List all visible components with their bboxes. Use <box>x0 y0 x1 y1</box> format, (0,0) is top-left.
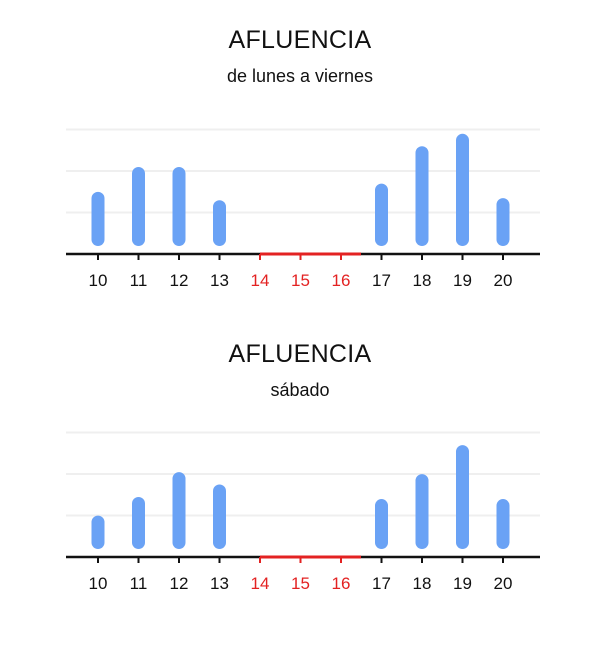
bar-10 <box>91 515 105 549</box>
bar-13 <box>213 484 226 549</box>
bar-17 <box>375 499 388 549</box>
tick-label-15: 15 <box>291 574 310 593</box>
tick-label-17: 17 <box>372 574 391 593</box>
tick-label-14: 14 <box>251 574 270 593</box>
tick-label-11: 11 <box>130 574 148 593</box>
bar-11 <box>132 496 145 549</box>
tick-label-20: 20 <box>494 271 513 290</box>
tick-label-12: 12 <box>170 271 189 290</box>
tick-label-16: 16 <box>332 574 351 593</box>
tick-label-13: 13 <box>210 271 229 290</box>
tick-label-12: 12 <box>170 574 189 593</box>
chart-title: AFLUENCIA <box>228 26 372 54</box>
tick-label-20: 20 <box>494 574 513 593</box>
bar-20 <box>496 499 510 549</box>
tick-label-10: 10 <box>89 271 108 290</box>
bar-19 <box>456 445 469 549</box>
bar-17 <box>375 183 388 246</box>
bar-19 <box>456 133 469 246</box>
bar-10 <box>91 191 105 246</box>
chart-title: AFLUENCIA <box>228 340 372 368</box>
tick-label-13: 13 <box>210 574 229 593</box>
bar-12 <box>172 472 186 549</box>
chart-subtitle: sábado <box>270 380 330 400</box>
tick-label-14: 14 <box>251 271 270 290</box>
tick-label-15: 15 <box>291 271 310 290</box>
bar-18 <box>415 474 429 549</box>
bar-chart-weekdays: 10 11 12 13 14 15 16 17 18 19 20 <box>66 128 540 290</box>
tick-label-10: 10 <box>89 574 108 593</box>
tick-label-17: 17 <box>372 271 391 290</box>
bar-11 <box>132 167 145 246</box>
bar-12 <box>172 167 186 246</box>
bar-13 <box>213 200 226 246</box>
tick-label-18: 18 <box>413 574 432 593</box>
tick-label-11: 11 <box>130 271 148 290</box>
tick-label-19: 19 <box>453 271 472 290</box>
bar-18 <box>415 146 429 246</box>
chart-subtitle: de lunes a viernes <box>226 66 374 86</box>
tick-label-19: 19 <box>453 574 472 593</box>
tick-label-16: 16 <box>332 271 351 290</box>
tick-label-18: 18 <box>413 271 432 290</box>
bar-20 <box>496 198 510 246</box>
